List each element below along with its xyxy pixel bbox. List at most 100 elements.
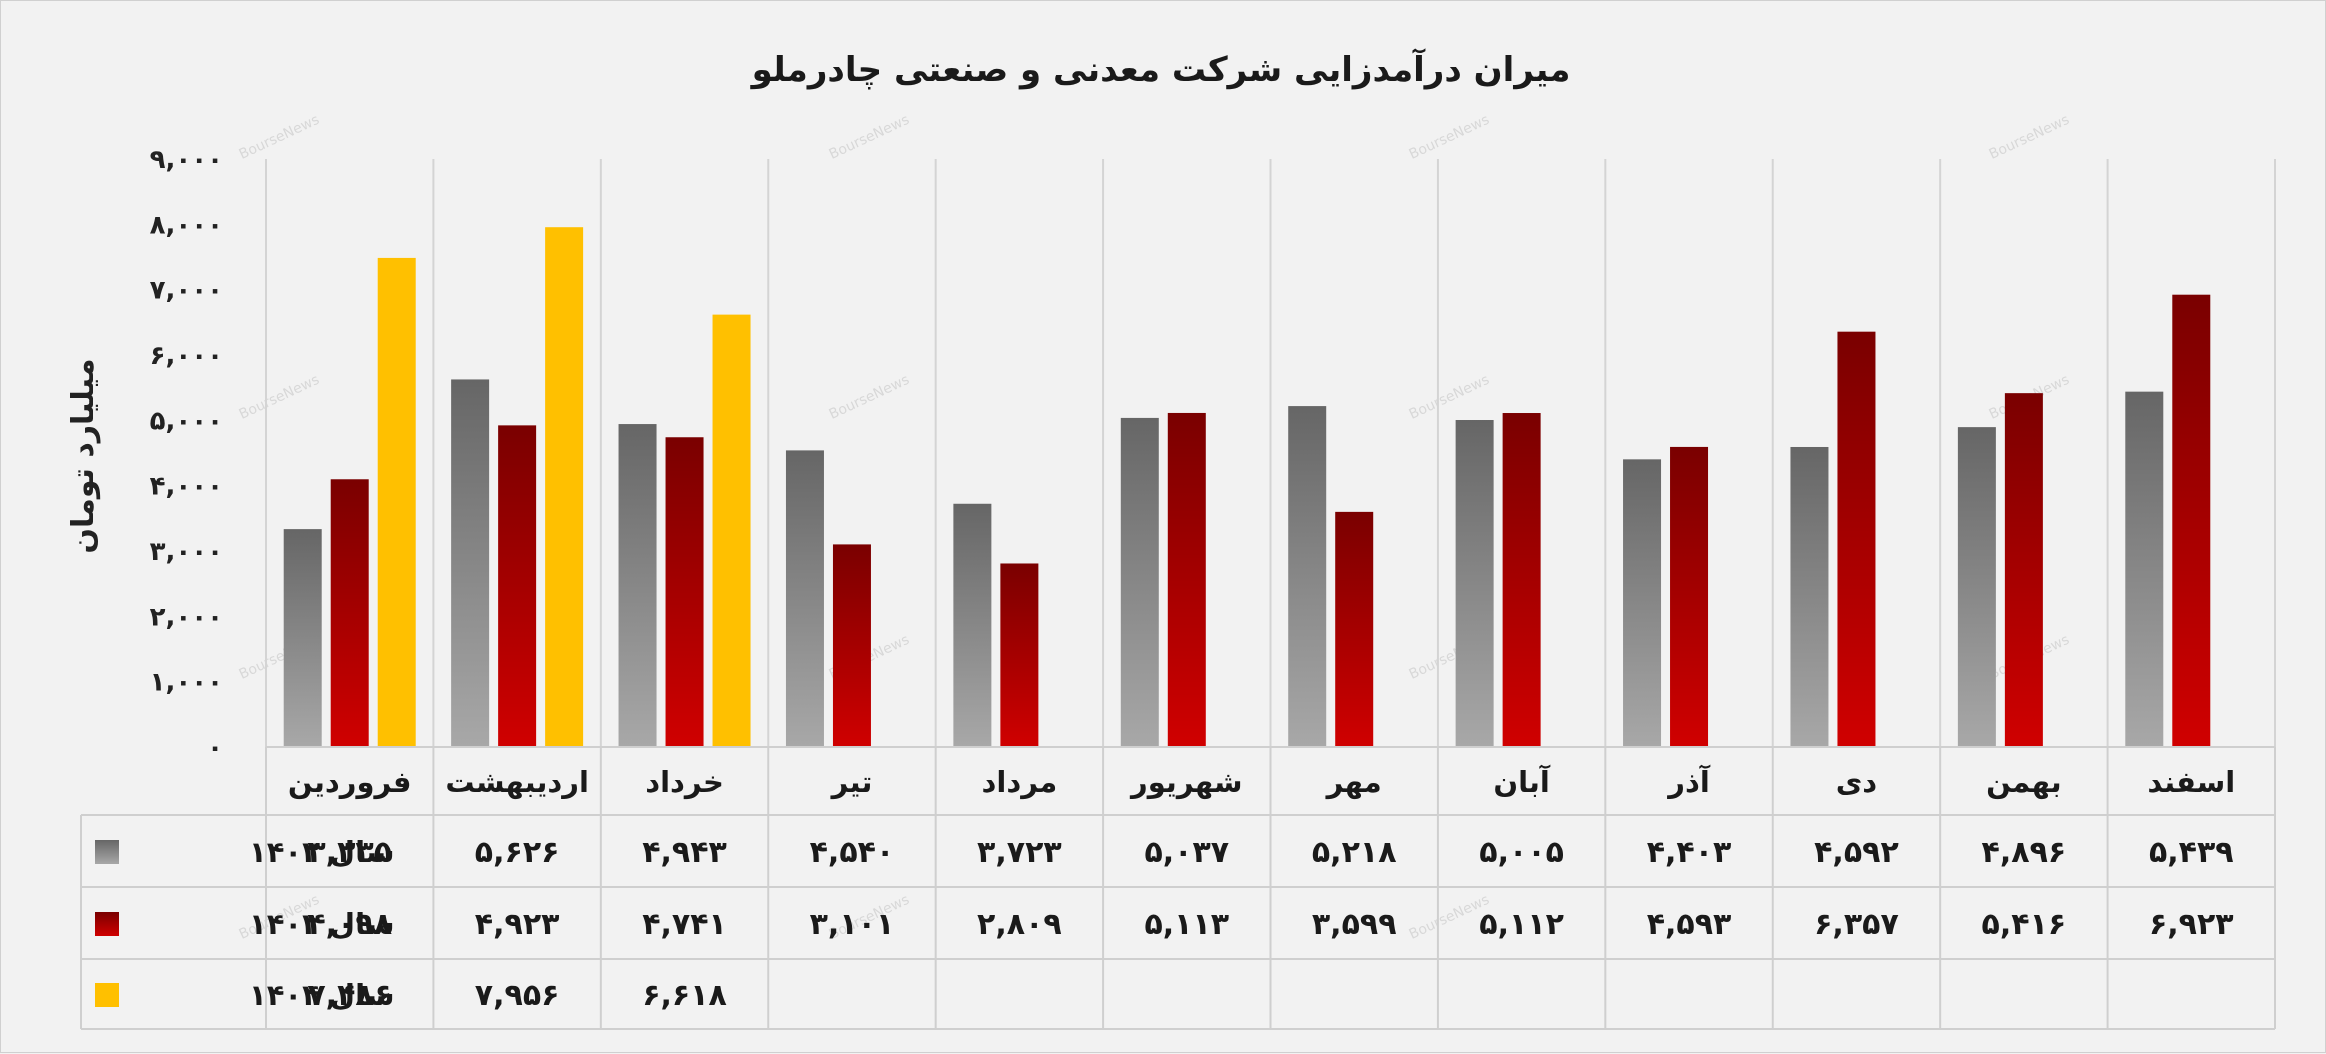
watermark-text: BourseNews: [827, 372, 912, 423]
category-label: بهمن: [1986, 765, 2062, 799]
y-tick-label: ۸,۰۰۰: [150, 210, 223, 240]
watermark-text: BourseNews: [1987, 112, 2072, 163]
y-tick-label: ۵,۰۰۰: [150, 406, 223, 436]
data-label: ۷,۹۵۶: [475, 978, 560, 1013]
bar: [1623, 459, 1662, 747]
data-table-grid: [80, 746, 2276, 1030]
bar: [498, 425, 537, 747]
watermark-text: BourseNews: [827, 112, 912, 163]
bar: [2004, 393, 2043, 747]
bar: [785, 450, 824, 747]
data-label: ۵,۴۳۹: [2149, 835, 2234, 870]
data-label: ۴,۵۴۰: [810, 835, 895, 870]
data-label: ۴,۹۲۳: [475, 907, 560, 942]
bar: [1670, 446, 1709, 747]
bar: [330, 479, 369, 747]
bar: [451, 379, 490, 747]
category-label: دی: [1836, 765, 1877, 799]
watermark-text: BourseNews: [237, 372, 322, 423]
bar: [1288, 406, 1327, 747]
category-label: مرداد: [982, 765, 1058, 799]
category-label: فروردین: [288, 765, 412, 799]
y-tick-label: ۷,۰۰۰: [150, 276, 223, 306]
chart-title: میران درآمدزایی شرکت معدنی و صنعتی چادرم…: [750, 48, 1571, 90]
gridlines: [265, 159, 2276, 747]
data-label: ۳,۷۲۳: [977, 835, 1062, 870]
bar: [1000, 563, 1039, 747]
y-tick-label: ۲,۰۰۰: [150, 602, 223, 632]
data-label: ۶,۶۱۸: [642, 978, 727, 1013]
data-label: ۵,۲۱۸: [1312, 835, 1397, 870]
data-label: ۵,۱۱۳: [1144, 907, 1229, 942]
category-label: اسفند: [2147, 765, 2235, 799]
bar: [712, 314, 751, 747]
bar: [665, 437, 704, 747]
category-labels: فروردین اردیبهشت خرداد تیر مرداد شهریور مهر آبا…: [288, 764, 2235, 799]
bars: [283, 227, 2211, 747]
legend: سال ۱۴۰۲ سال ۱۴۰۳ سال ۱۴۰۴: [95, 835, 394, 1012]
data-label: ۵,۶۲۶: [475, 835, 560, 870]
data-label: ۲,۸۰۹: [977, 907, 1062, 942]
bar: [1167, 412, 1206, 747]
legend-swatch: [95, 912, 119, 936]
data-label: ۵,۰۳۷: [1144, 835, 1229, 870]
bar: [2125, 391, 2164, 747]
data-label: ۶,۳۵۷: [1814, 907, 1899, 942]
data-table-values: ۳,۳۳۵ ۵,۶۲۶ ۴,۹۴۳ ۴,۵۴۰ ۳,۷۲۳ ۵,۰۳۷ ۵,۲۱۸ ۵,۰۰۵…: [307, 835, 2233, 1013]
category-label: اردیبهشت: [445, 765, 589, 799]
y-tick-label: ۰: [207, 733, 223, 763]
y-axis-ticks: ۰ ۱,۰۰۰ ۲,۰۰۰ ۳,۰۰۰ ۴,۰۰۰ ۵,۰۰۰ ۶,۰۰۰ ۷,۰۰۰ ۸,۰۰…: [150, 145, 223, 763]
bar: [1455, 420, 1494, 747]
bar: [618, 424, 657, 747]
y-tick-label: ۳,۰۰۰: [150, 537, 223, 567]
bar: [1837, 331, 1876, 747]
y-tick-label: ۴,۰۰۰: [150, 472, 223, 502]
bar: [545, 227, 584, 747]
bar: [1335, 511, 1374, 747]
data-label: ۴,۸۹۶: [1982, 835, 2067, 870]
legend-entry: سال ۱۴۰۲: [249, 835, 394, 869]
data-label: ۴,۰۹۸: [307, 907, 392, 942]
category-label: آذر: [1666, 764, 1711, 799]
data-label: ۷,۴۸۶: [307, 978, 392, 1013]
bar: [2172, 294, 2211, 747]
bar: [377, 257, 416, 747]
bar: [953, 503, 992, 747]
bar: [283, 529, 322, 747]
watermark-text: BourseNews: [237, 112, 322, 163]
data-label: ۵,۴۱۶: [1982, 907, 2067, 942]
bar: [1502, 413, 1541, 747]
data-label: ۴,۵۹۳: [1647, 907, 1732, 942]
data-label: ۳,۱۰۱: [810, 907, 895, 942]
legend-entry: سال ۱۴۰۴: [249, 978, 394, 1012]
bar: [832, 544, 871, 747]
category-label: مهر: [1325, 765, 1382, 799]
data-label: ۴,۴۰۳: [1647, 835, 1732, 870]
y-tick-label: ۹,۰۰۰: [150, 145, 223, 175]
y-tick-label: ۱,۰۰۰: [150, 668, 223, 698]
data-label: ۳,۳۳۵: [307, 835, 392, 870]
bar: [1957, 427, 1996, 747]
category-label: آبان: [1493, 764, 1551, 799]
bar: [1120, 417, 1159, 747]
bar: [1790, 446, 1829, 747]
category-label: خرداد: [645, 765, 724, 799]
data-label: ۵,۱۱۲: [1479, 907, 1564, 942]
category-label: تیر: [830, 765, 873, 799]
y-axis-label: میلیارد تومان: [66, 358, 101, 553]
watermark-text: BourseNews: [1407, 112, 1492, 163]
legend-entry: سال ۱۴۰۳: [249, 907, 394, 941]
data-label: ۳,۵۹۹: [1312, 907, 1397, 942]
data-label: ۴,۵۹۲: [1814, 835, 1899, 870]
y-tick-label: ۶,۰۰۰: [150, 341, 223, 371]
category-label: شهریور: [1129, 765, 1242, 799]
watermark-text: BourseNews: [1407, 372, 1492, 423]
legend-swatch: [95, 983, 119, 1007]
data-label: ۴,۹۴۳: [642, 835, 727, 870]
data-label: ۶,۹۲۳: [2149, 907, 2234, 942]
data-label: ۵,۰۰۵: [1479, 835, 1564, 870]
data-label: ۴,۷۴۱: [642, 907, 727, 942]
legend-swatch: [95, 840, 119, 864]
